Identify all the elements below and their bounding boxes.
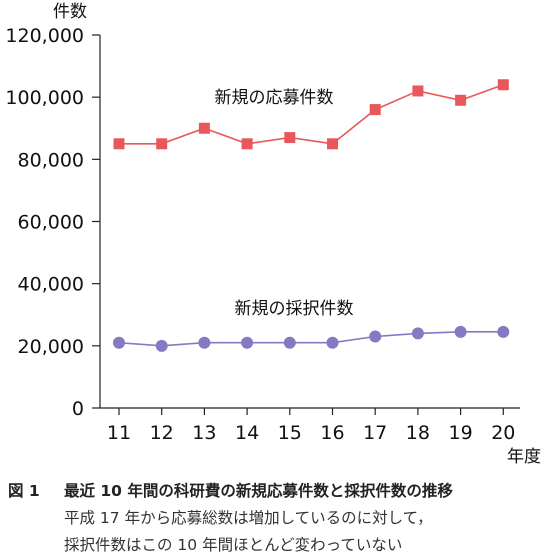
data-point-square bbox=[412, 85, 424, 97]
x-tick-label: 11 bbox=[107, 422, 131, 444]
data-point-circle bbox=[283, 336, 296, 349]
x-axis: 11 12 13 14 15 16 17 18 19 20 年度 bbox=[100, 407, 541, 467]
y-tick-label: 120,000 bbox=[5, 25, 84, 47]
caption-title: 最近 10 年間の科研費の新規応募件数と採択件数の推移 bbox=[64, 482, 453, 500]
data-point-circle bbox=[411, 327, 424, 340]
data-point-circle bbox=[241, 336, 254, 349]
y-tick-label: 60,000 bbox=[18, 212, 84, 234]
y-tick-label: 40,000 bbox=[18, 274, 84, 296]
x-axis-ticks: 11 12 13 14 15 16 17 18 19 20 bbox=[107, 408, 515, 444]
y-tick-label: 80,000 bbox=[18, 149, 84, 171]
x-tick-label: 20 bbox=[491, 422, 515, 444]
data-point-circle bbox=[113, 336, 125, 349]
data-point-square bbox=[113, 138, 125, 150]
data-point-circle bbox=[155, 339, 168, 352]
data-point-square bbox=[455, 94, 467, 106]
x-tick-label: 16 bbox=[320, 422, 344, 444]
data-point-square bbox=[327, 138, 338, 150]
data-point-square bbox=[198, 122, 210, 134]
x-tick-label: 15 bbox=[278, 422, 302, 444]
x-tick-label: 14 bbox=[235, 422, 259, 444]
caption-description-2: 採択件数はこの 10 年間ほとんど変わっていない bbox=[64, 536, 403, 554]
caption-description-1: 平成 17 年から応募総数は増加しているのに対して， bbox=[64, 509, 433, 527]
x-tick-label: 18 bbox=[406, 422, 430, 444]
y-axis-title: 件数 bbox=[53, 2, 87, 22]
series-line bbox=[118, 331, 504, 347]
data-point-circle bbox=[326, 336, 339, 349]
data-point-square bbox=[497, 79, 509, 91]
series-label: 新規の採択件数 bbox=[235, 299, 354, 319]
x-tick-label: 17 bbox=[363, 422, 387, 444]
x-tick-label: 12 bbox=[150, 422, 174, 444]
data-point-square bbox=[156, 138, 168, 150]
y-tick-label: 20,000 bbox=[18, 336, 84, 358]
series-2: 新規の採択件数 bbox=[113, 299, 510, 352]
x-tick-label: 19 bbox=[449, 422, 473, 444]
figure-caption: 図 1 最近 10 年間の科研費の新規応募件数と採択件数の推移 平成 17 年から… bbox=[8, 478, 548, 559]
caption-title-line: 図 1 最近 10 年間の科研費の新規応募件数と採択件数の推移 bbox=[8, 478, 548, 505]
data-point-circle bbox=[369, 330, 382, 343]
y-axis: 020,00040,00060,00080,000100,000120,000 … bbox=[5, 2, 101, 420]
data-point-circle bbox=[198, 336, 211, 349]
data-point-square bbox=[369, 104, 381, 116]
x-tick-label: 13 bbox=[192, 422, 216, 444]
series-1: 新規の応募件数 bbox=[113, 79, 509, 150]
x-axis-title: 年度 bbox=[507, 447, 541, 467]
data-point-circle bbox=[497, 325, 510, 338]
y-tick-label: 100,000 bbox=[5, 87, 84, 109]
line-chart: 020,00040,00060,00080,000100,000120,000 … bbox=[5, 2, 541, 467]
y-axis-ticks: 0 20,000 40,000 60,000 80,000 100,000 120,000 bbox=[5, 25, 100, 420]
data-point-circle bbox=[454, 325, 467, 338]
data-point-square bbox=[284, 132, 296, 144]
data-point-square bbox=[241, 138, 253, 150]
series-label: 新規の応募件数 bbox=[215, 88, 334, 108]
figure-number: 図 1 bbox=[8, 482, 40, 500]
series-line bbox=[119, 83, 504, 145]
y-tick-label: 0 bbox=[72, 398, 84, 420]
